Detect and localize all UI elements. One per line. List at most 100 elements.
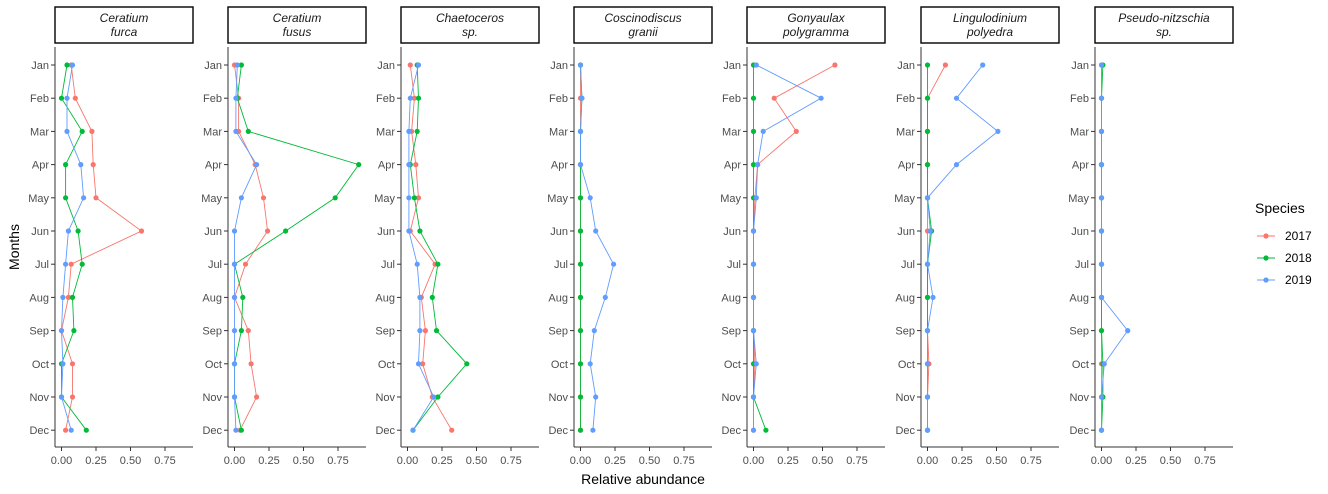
x-tick-label: 0.00: [51, 455, 72, 467]
data-point-2019: [577, 128, 584, 134]
series-line-2017: [61, 64, 143, 431]
y-tick-label: Nov: [1069, 392, 1089, 404]
strip-title-line1: Lingulodinium: [953, 11, 1027, 25]
data-point-2019: [58, 394, 65, 400]
data-point-2019: [406, 162, 412, 168]
y-tick-label: Oct: [724, 359, 741, 371]
strip-box: [746, 6, 886, 44]
y-tick-label: Oct: [205, 359, 222, 371]
x-tick-label: 0.00: [743, 455, 764, 467]
data-point-2017: [771, 95, 777, 101]
legend-title: Species: [1255, 200, 1305, 216]
data-point-2019: [953, 162, 960, 168]
y-tick-label: Jan: [897, 60, 915, 72]
data-point-2018: [577, 394, 584, 400]
data-point-2019: [64, 128, 70, 134]
x-tick-label: 0.75: [327, 455, 348, 467]
series-line-2019: [927, 64, 999, 431]
y-tick-label: Apr: [32, 160, 49, 172]
data-point-2019: [930, 294, 936, 300]
y-tick-label: Feb: [376, 93, 395, 105]
series-line-2019: [753, 64, 823, 431]
data-point-2019: [231, 361, 238, 367]
x-tick-label: 0.00: [224, 455, 245, 467]
x-tick-label: 0.50: [1160, 455, 1181, 467]
y-tick-label: Aug: [548, 292, 568, 304]
y-tick-label: Apr: [378, 160, 395, 172]
data-point-2018: [1098, 328, 1105, 334]
legend-label-2019: 2019: [1285, 273, 1312, 287]
y-tick-label: Jul: [554, 259, 568, 271]
legend: Species 2017 2018 2019: [1255, 200, 1312, 287]
legend-key-point-2019: [1263, 277, 1269, 283]
y-tick-label: Jan: [1071, 60, 1089, 72]
y-tick-label: Nov: [29, 392, 49, 404]
y-tick-label: May: [547, 193, 568, 205]
y-tick-label: Jun: [1071, 226, 1089, 238]
data-point-2018: [577, 427, 584, 433]
y-tick-label: Feb: [549, 93, 568, 105]
y-tick-label: Dec: [895, 425, 915, 437]
data-point-2018: [414, 128, 420, 134]
strip-title-line1: Ceratium: [273, 11, 322, 25]
data-point-2019: [611, 261, 617, 267]
data-point-2019: [233, 427, 239, 433]
data-point-2017: [248, 361, 254, 367]
data-point-2019: [60, 294, 66, 300]
data-point-2019: [953, 95, 960, 101]
y-tick-label: Feb: [203, 93, 222, 105]
data-point-2019: [1098, 228, 1105, 234]
data-point-2019: [590, 427, 596, 433]
data-point-2019: [587, 361, 593, 367]
strip-box: [54, 6, 194, 44]
y-tick-label: Dec: [548, 425, 568, 437]
data-point-2019: [1098, 261, 1105, 267]
x-tick-label: 0.50: [466, 455, 487, 467]
series-line-2017: [753, 64, 836, 431]
y-tick-label: Sep: [895, 326, 915, 338]
data-point-2019: [750, 294, 757, 300]
x-tick-label: 0.00: [1091, 455, 1112, 467]
data-point-2018: [750, 162, 757, 168]
data-point-2019: [924, 328, 931, 334]
data-point-2018: [750, 95, 757, 101]
data-point-2017: [422, 328, 428, 334]
data-point-2018: [924, 162, 931, 168]
strip-title-line1: Coscinodiscus: [604, 11, 681, 25]
data-point-2018: [924, 294, 931, 300]
x-tick-label: 0.50: [639, 455, 660, 467]
data-point-2019: [231, 328, 238, 334]
data-point-2019: [980, 62, 986, 68]
strip-box: [920, 6, 1060, 44]
y-tick-label: Mar: [549, 126, 568, 138]
data-point-2018: [577, 361, 584, 367]
series-line-2017: [927, 64, 946, 431]
data-point-2018: [79, 261, 85, 267]
data-point-2018: [63, 162, 69, 168]
x-tick-label: 0.00: [917, 455, 938, 467]
data-point-2019: [593, 228, 599, 234]
data-point-2018: [577, 261, 584, 267]
y-tick-label: Oct: [1072, 359, 1089, 371]
data-point-2019: [233, 95, 239, 101]
data-point-2019: [924, 427, 931, 433]
series-line-2019: [580, 64, 615, 431]
strip-title-line2: sp.: [462, 25, 478, 39]
y-tick-label: Sep: [375, 326, 395, 338]
data-point-2017: [260, 195, 267, 201]
data-point-2019: [254, 162, 260, 168]
data-point-2017: [411, 95, 417, 101]
data-point-2017: [69, 361, 76, 367]
y-tick-label: Jul: [35, 259, 49, 271]
data-point-2018: [238, 62, 244, 68]
data-point-2019: [760, 128, 766, 134]
y-tick-label: Dec: [29, 425, 49, 437]
series-line-2019: [234, 64, 258, 431]
data-point-2019: [591, 328, 597, 334]
data-point-2018: [245, 128, 251, 134]
data-point-2019: [1098, 62, 1105, 68]
data-point-2019: [60, 361, 66, 367]
